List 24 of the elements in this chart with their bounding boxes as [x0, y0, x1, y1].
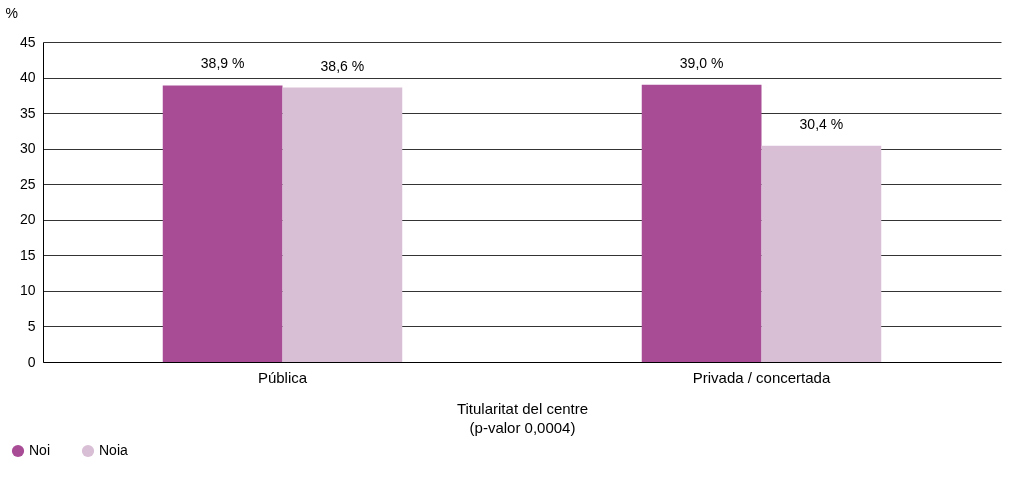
y-tick-label: 30	[19, 140, 36, 157]
y-tick-label: 0	[27, 353, 36, 370]
bar	[282, 87, 403, 362]
bar	[162, 85, 283, 362]
y-tick-label: 5	[27, 317, 36, 334]
bar	[761, 145, 882, 362]
x-axis-title: Titularitat del centre (p-valor 0,0004)	[456, 399, 589, 436]
y-tick-label: 45	[19, 33, 36, 50]
y-tick-label: 35	[19, 104, 36, 121]
legend-label: Noia	[99, 442, 129, 458]
y-axis-title: %	[5, 4, 18, 21]
y-tick-label: 15	[19, 246, 36, 263]
y-tick-label: 40	[19, 69, 36, 86]
x-tick-label: Privada / concertada	[692, 368, 831, 386]
bar	[641, 84, 762, 362]
data-label: 38,9 %	[200, 55, 245, 72]
data-label: 38,6 %	[320, 57, 365, 74]
y-tick-label: 25	[19, 175, 36, 192]
data-label: 30,4 %	[799, 115, 844, 132]
legend-label: Noi	[29, 442, 51, 458]
y-tick-label: 20	[19, 211, 36, 228]
y-tick-label: 10	[19, 282, 36, 299]
x-tick-label: Pública	[257, 368, 308, 386]
data-label: 39,0 %	[679, 54, 724, 71]
